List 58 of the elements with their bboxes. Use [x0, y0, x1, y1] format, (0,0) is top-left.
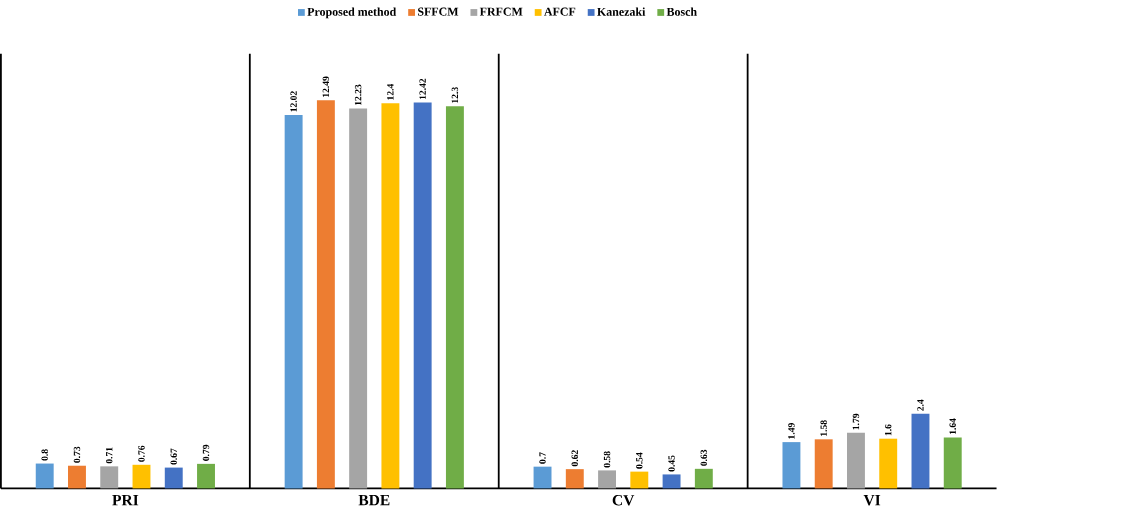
bar [630, 471, 649, 489]
data-label: 0.54 [636, 452, 643, 469]
data-label: 0.58 [603, 451, 611, 468]
bar [598, 470, 617, 489]
legend-label: AFCF [544, 7, 576, 16]
data-label: 12.02 [290, 91, 297, 112]
bar [349, 108, 368, 489]
bar [68, 465, 86, 489]
data-label: 0.73 [73, 446, 81, 463]
legend-label: SFFCM [418, 7, 459, 16]
legend-label: Kanezaki [597, 7, 646, 17]
data-label: 1.64 [949, 418, 956, 435]
data-label: 0.8 [41, 449, 48, 461]
bar [662, 474, 681, 489]
x-tick-label: PRI [112, 495, 139, 506]
bar [100, 466, 119, 489]
data-label: 12.49 [322, 76, 330, 98]
data-label: 12.23 [354, 84, 362, 106]
legend-label: Bosch [666, 7, 697, 17]
data-label: 12.4 [387, 84, 394, 100]
bar [132, 465, 151, 489]
x-tick-label: BDE [358, 495, 390, 506]
bar [413, 102, 432, 489]
data-label: 0.7 [539, 452, 546, 464]
bar [879, 438, 898, 489]
x-tick-label: VI [863, 495, 881, 506]
data-label: 0.45 [668, 455, 675, 472]
bar [943, 437, 962, 489]
bar [565, 469, 584, 489]
data-label: 0.63 [700, 450, 708, 467]
bar [284, 115, 303, 489]
bar [694, 469, 713, 489]
bar [533, 466, 552, 489]
data-label: 0.71 [105, 447, 113, 464]
data-label: 1.58 [820, 420, 827, 437]
legend-label: Proposed method [307, 7, 397, 19]
bar [847, 433, 865, 489]
bar [381, 103, 400, 489]
data-label: 0.79 [202, 445, 210, 462]
data-label: 2.4 [917, 399, 924, 412]
bar [197, 464, 215, 489]
data-label: 0.67 [170, 448, 177, 465]
bar [164, 467, 183, 489]
bar [814, 439, 833, 489]
legend-label: FRFCM [479, 7, 523, 16]
bar [316, 100, 335, 489]
bar [782, 442, 801, 489]
bar [911, 414, 930, 489]
data-label: 12.42 [419, 79, 426, 100]
data-label: 1.79 [852, 413, 860, 430]
bar [35, 463, 54, 489]
data-label: 0.62 [571, 450, 579, 467]
x-tick-label: CV [612, 495, 635, 506]
data-label: 1.49 [788, 423, 795, 439]
data-label: 0.76 [138, 445, 145, 463]
bar [445, 106, 464, 489]
data-label: 1.6 [884, 424, 892, 436]
data-label: 12.3 [451, 87, 459, 104]
